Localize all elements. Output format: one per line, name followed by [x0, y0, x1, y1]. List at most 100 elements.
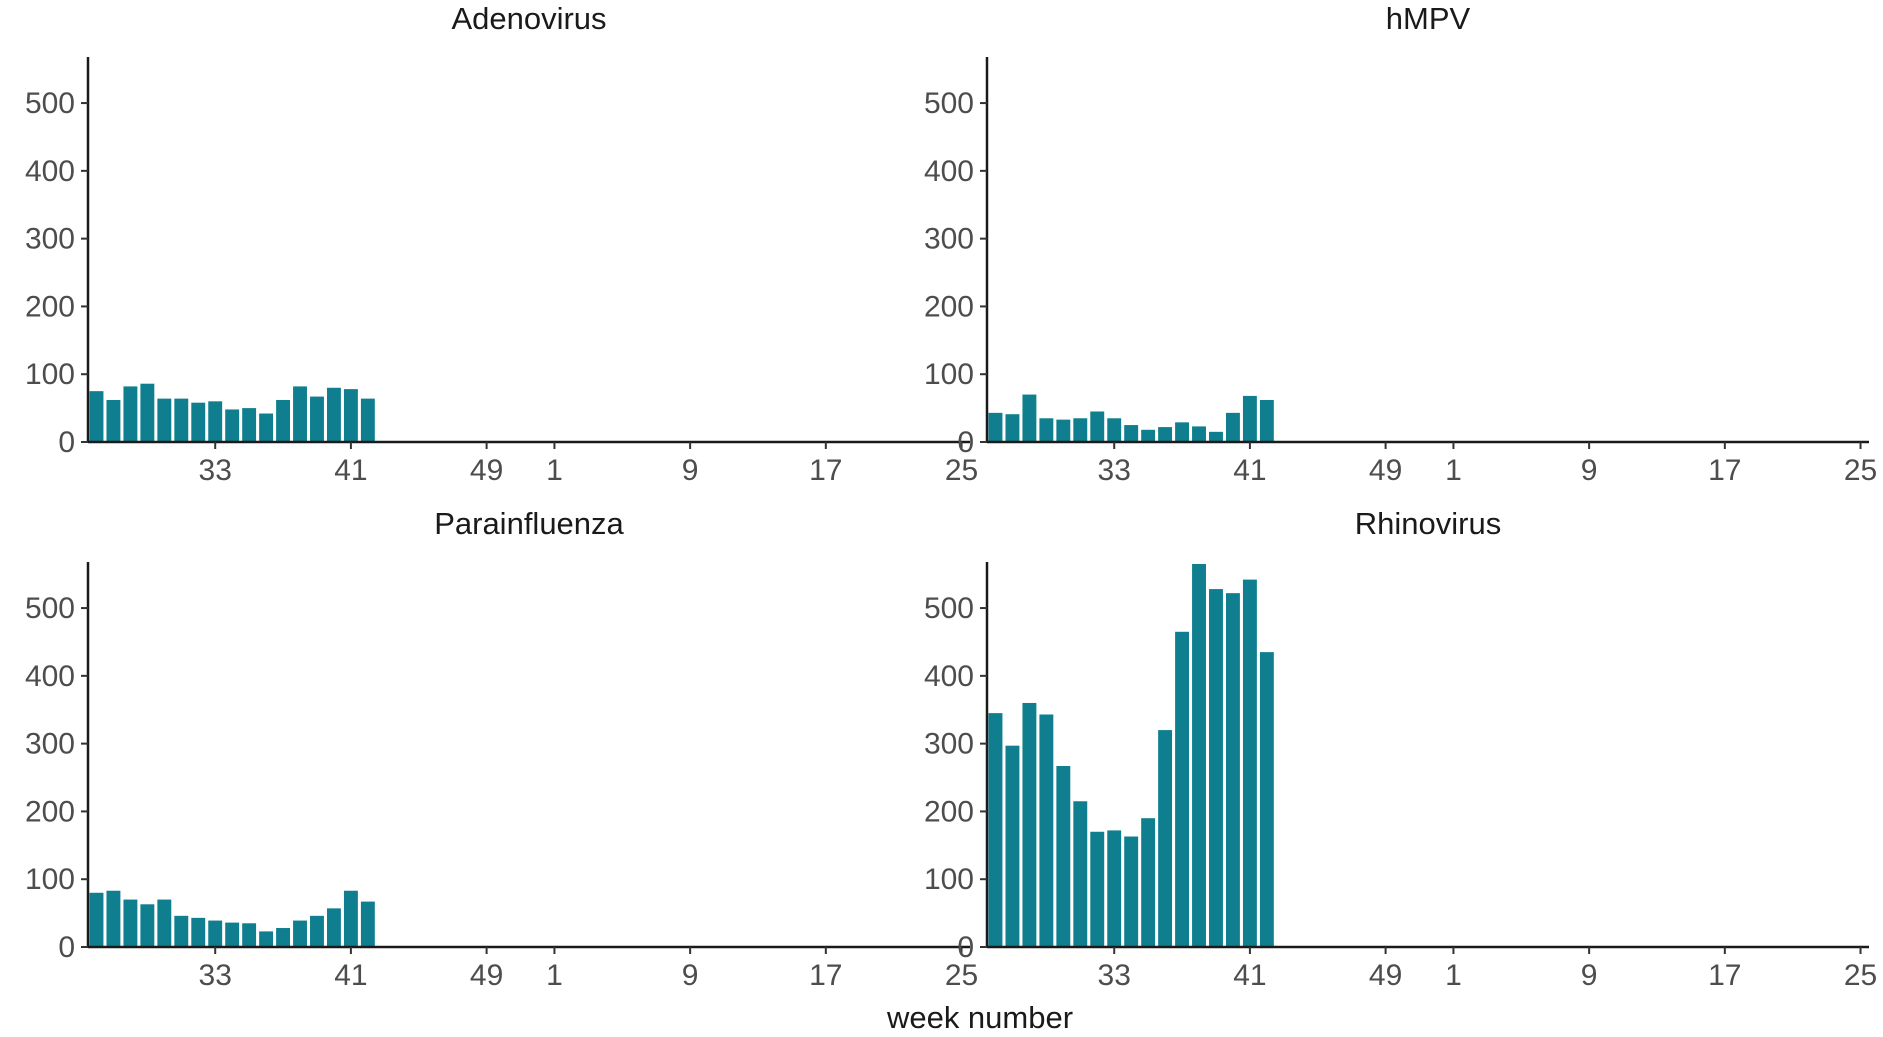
- y-tick-label: 100: [924, 863, 974, 896]
- bar-week-36: [259, 413, 274, 442]
- bar-week-33: [1107, 830, 1122, 947]
- x-tick-label: 17: [809, 959, 842, 992]
- bar-week-37: [276, 928, 291, 947]
- x-tick-label: 9: [1581, 959, 1598, 992]
- bar-week-29: [140, 904, 155, 947]
- bar-week-42: [1259, 652, 1274, 947]
- bar-week-28: [123, 899, 138, 947]
- bar-week-31: [1073, 801, 1088, 947]
- bar-week-36: [1158, 730, 1173, 947]
- bar-week-37: [276, 399, 291, 442]
- bar-week-34: [225, 922, 240, 947]
- bar-week-26: [988, 713, 1003, 947]
- bar-week-40: [326, 387, 341, 442]
- x-tick-label: 17: [1708, 959, 1741, 992]
- x-tick-label: 33: [1098, 454, 1131, 487]
- bar-week-26: [89, 892, 104, 947]
- x-tick-label: 49: [470, 959, 503, 992]
- x-tick-label: 41: [1233, 959, 1266, 992]
- x-tick-label: 25: [945, 454, 978, 487]
- bar-week-28: [1022, 394, 1037, 442]
- y-tick-label: 400: [25, 155, 75, 188]
- y-tick-label: 100: [25, 358, 75, 391]
- bar-week-27: [1005, 414, 1020, 442]
- bar-week-42: [1259, 399, 1274, 442]
- bar-week-35: [1141, 429, 1156, 442]
- y-tick-label: 100: [924, 358, 974, 391]
- y-tick-label: 400: [924, 660, 974, 693]
- bar-week-40: [1225, 593, 1240, 947]
- bar-week-31: [174, 398, 189, 442]
- bar-week-42: [360, 901, 375, 947]
- bar-week-29: [1039, 418, 1054, 442]
- panel-adenovirus: Adenovirus 0 100 200 300 400 500 33 41 49 1 9 17 25: [25, 1, 978, 487]
- x-tick-label: 33: [199, 959, 232, 992]
- panel-rhinovirus: Rhinovirus 0 100 200 300 400 500 33 41 49 1 9 17 25: [924, 506, 1877, 992]
- panel-title: Rhinovirus: [1355, 506, 1501, 541]
- bar-week-34: [1124, 425, 1139, 442]
- bar-week-41: [343, 389, 358, 442]
- y-tick-label: 300: [25, 223, 75, 256]
- y-tick-label: 400: [924, 155, 974, 188]
- y-tick-label: 0: [58, 426, 75, 459]
- bar-week-38: [1192, 426, 1206, 442]
- bar-week-30: [1056, 419, 1071, 442]
- bar-week-26: [988, 412, 1003, 442]
- x-tick-label: 17: [809, 454, 842, 487]
- bar-week-39: [310, 915, 324, 947]
- bar-week-27: [1005, 745, 1020, 947]
- x-tick-label: 25: [945, 959, 978, 992]
- bar-week-27: [106, 890, 121, 947]
- y-tick-label: 500: [25, 87, 75, 120]
- x-tick-label: 1: [546, 454, 563, 487]
- bar-week-41: [343, 890, 358, 947]
- x-tick-label: 49: [470, 454, 503, 487]
- bar-week-40: [1225, 412, 1240, 442]
- y-tick-label: 200: [924, 290, 974, 323]
- x-tick-label: 1: [546, 959, 563, 992]
- bar-week-32: [191, 402, 206, 442]
- bar-week-39: [310, 396, 324, 442]
- bar-week-33: [208, 401, 223, 442]
- y-tick-label: 0: [957, 426, 974, 459]
- x-tick-label: 9: [682, 454, 699, 487]
- y-tick-label: 0: [58, 931, 75, 964]
- panel-parainfluenza: Parainfluenza 0 100 200 300 400 500 33 41 49 1 9 17 2…: [25, 506, 978, 992]
- bar-week-32: [1090, 831, 1105, 947]
- x-tick-label: 33: [1098, 959, 1131, 992]
- y-tick-label: 300: [924, 223, 974, 256]
- y-tick-label: 500: [25, 592, 75, 625]
- x-tick-label: 41: [1233, 454, 1266, 487]
- y-tick-label: 100: [25, 863, 75, 896]
- y-tick-label: 500: [924, 87, 974, 120]
- x-tick-label: 41: [334, 454, 367, 487]
- y-tick-label: 200: [25, 290, 75, 323]
- bar-week-30: [157, 398, 172, 442]
- x-tick-label: 49: [1369, 959, 1402, 992]
- bar-week-35: [242, 923, 257, 947]
- bar-week-32: [191, 917, 206, 947]
- bar-week-28: [1022, 702, 1037, 947]
- x-tick-label: 41: [334, 959, 367, 992]
- y-tick-label: 200: [924, 795, 974, 828]
- bar-week-41: [1242, 395, 1257, 442]
- x-tick-label: 49: [1369, 454, 1402, 487]
- bar-week-37: [1175, 422, 1190, 442]
- bar-week-41: [1242, 579, 1257, 947]
- x-tick-label: 1: [1445, 959, 1462, 992]
- bar-week-28: [123, 386, 138, 442]
- panel-title: hMPV: [1386, 1, 1471, 36]
- bar-week-30: [157, 899, 172, 947]
- x-axis-title: week number: [886, 1000, 1073, 1035]
- panel-hmpv: hMPV 0 100 200 300 400 500 33 41 49 1 9 17 25: [924, 1, 1877, 487]
- y-tick-label: 0: [957, 931, 974, 964]
- bar-week-39: [1209, 589, 1223, 947]
- y-tick-label: 300: [924, 728, 974, 761]
- x-tick-label: 9: [1581, 454, 1598, 487]
- bar-week-35: [1141, 818, 1156, 947]
- x-tick-label: 25: [1844, 959, 1877, 992]
- bar-week-26: [89, 391, 104, 442]
- x-tick-label: 9: [682, 959, 699, 992]
